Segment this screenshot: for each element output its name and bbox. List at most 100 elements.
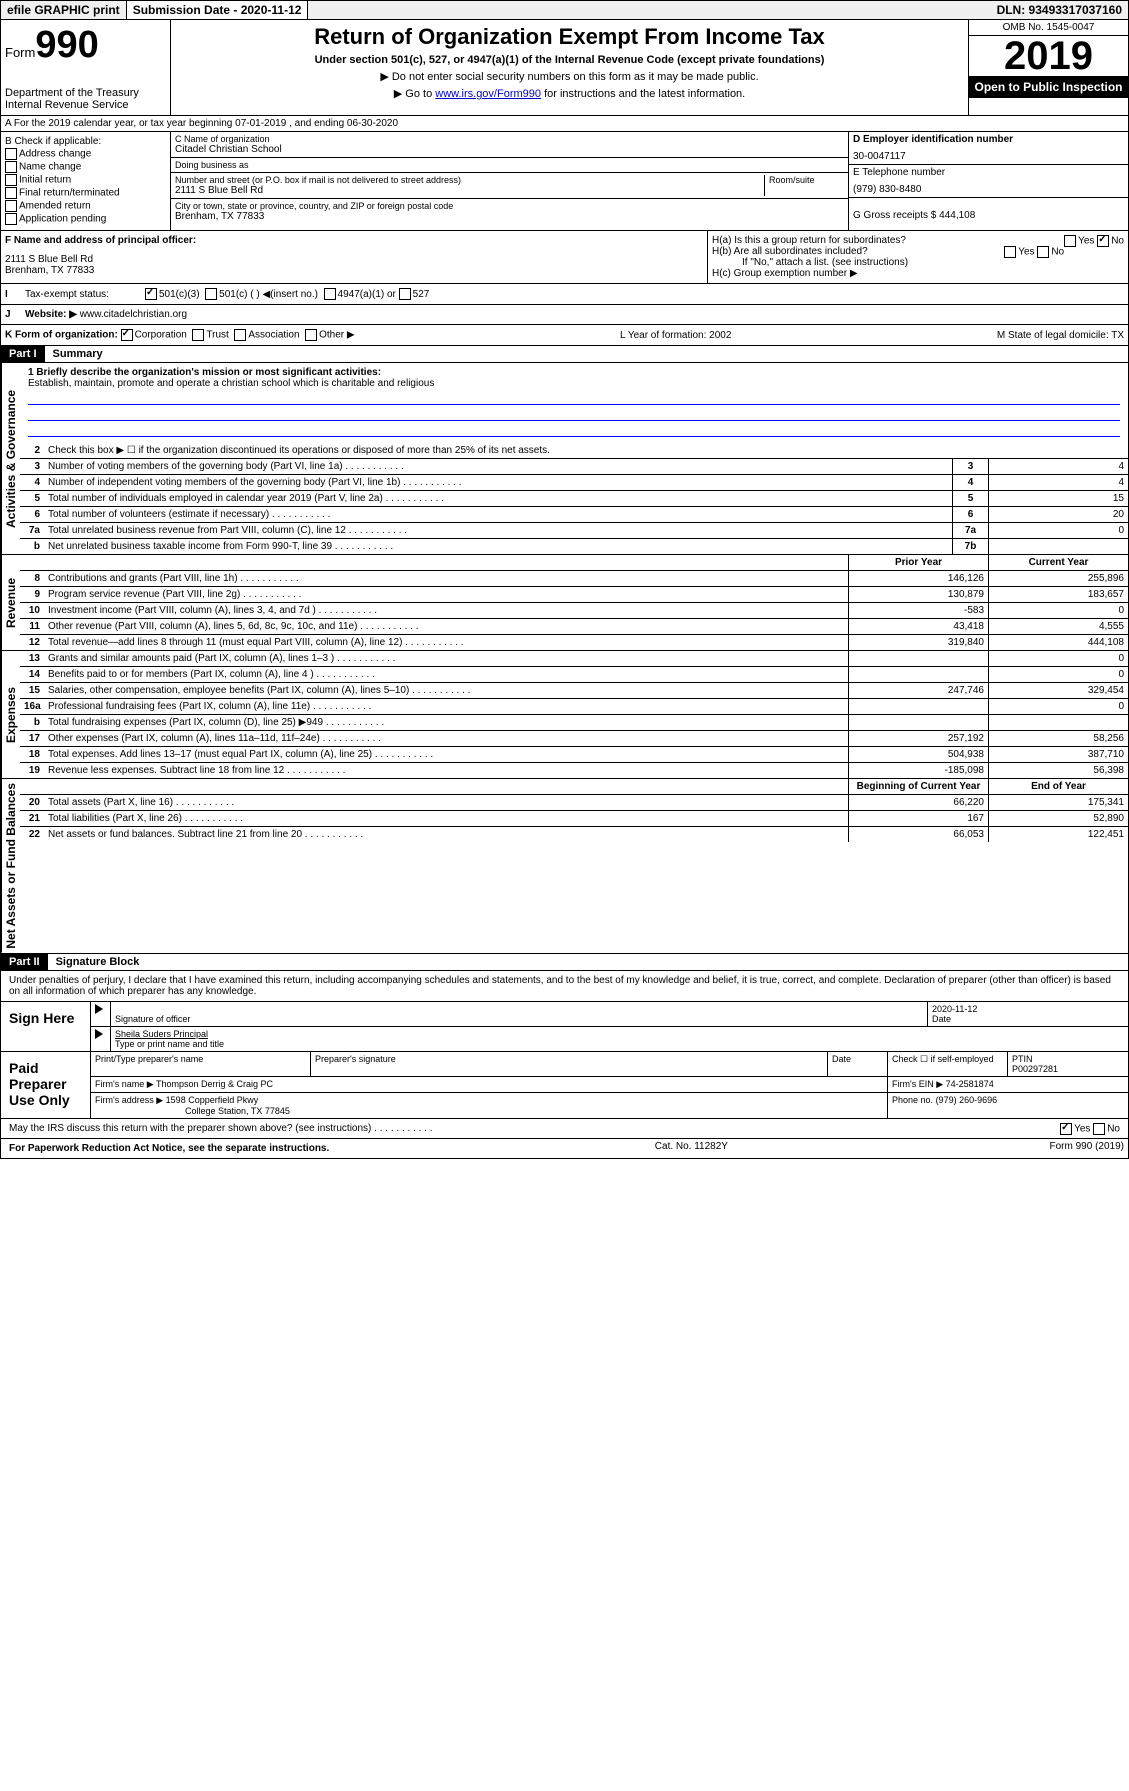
officer-label: F Name and address of principal officer:: [5, 235, 703, 246]
address-label: Number and street (or P.O. box if mail i…: [175, 175, 764, 185]
website-row: J Website: ▶ www.citadelchristian.org: [0, 305, 1129, 325]
top-bar: efile GRAPHIC print Submission Date - 20…: [0, 0, 1129, 20]
governance-body: 1 Briefly describe the organization's mi…: [20, 363, 1128, 554]
end-year-hdr: End of Year: [988, 779, 1128, 794]
room-label: Room/suite: [769, 175, 844, 185]
chk-initial-return[interactable]: Initial return: [5, 174, 166, 186]
expenses-body: 13Grants and similar amounts paid (Part …: [20, 651, 1128, 778]
tax-status-label: Tax-exempt status:: [25, 289, 145, 300]
line-2: 2Check this box ▶ ☐ if the organization …: [20, 443, 1128, 459]
cat-number: Cat. No. 11282Y: [655, 1141, 728, 1156]
summary-line: 6Total number of volunteers (estimate if…: [20, 507, 1128, 523]
vlabel-netassets: Net Assets or Fund Balances: [1, 779, 20, 953]
sig-name-row: Sheila Suders PrincipalType or print nam…: [91, 1027, 1128, 1051]
ein-label: D Employer identification number: [853, 134, 1124, 145]
chk-association[interactable]: [234, 329, 246, 341]
part1-title: Summary: [45, 346, 111, 362]
form-header: Form990 Department of the Treasury Inter…: [0, 20, 1129, 116]
chk-trust[interactable]: [192, 329, 204, 341]
chk-501c3[interactable]: [145, 288, 157, 300]
row-a-calendar-year: A For the 2019 calendar year, or tax yea…: [0, 116, 1129, 132]
tax-year: 2019: [969, 36, 1128, 76]
begin-year-hdr: Beginning of Current Year: [848, 779, 988, 794]
chk-corporation[interactable]: [121, 329, 133, 341]
form-subtitle: Under section 501(c), 527, or 4947(a)(1)…: [175, 54, 964, 66]
firm-addr-row: Firm's address ▶ 1598 Copperfield PkwyCo…: [91, 1093, 1128, 1118]
sign-here-right: Signature of officer 2020-11-12Date Shei…: [91, 1002, 1128, 1051]
ein-row: D Employer identification number 30-0047…: [849, 132, 1128, 165]
chk-name-change[interactable]: Name change: [5, 161, 166, 173]
summary-line: 16aProfessional fundraising fees (Part I…: [20, 699, 1128, 715]
org-name-label: C Name of organization: [175, 134, 844, 144]
paid-preparer-label: Paid Preparer Use Only: [1, 1052, 91, 1118]
chk-4947[interactable]: [324, 288, 336, 300]
balance-header: Beginning of Current Year End of Year: [20, 779, 1128, 795]
gross-receipts: G Gross receipts $ 444,108: [853, 210, 1124, 221]
chk-501c[interactable]: [205, 288, 217, 300]
chk-application-pending[interactable]: Application pending: [5, 213, 166, 225]
summary-line: 21Total liabilities (Part X, line 26)167…: [20, 811, 1128, 827]
k-row: K Form of organization: Corporation Trus…: [0, 325, 1129, 346]
summary-line: 3Number of voting members of the governi…: [20, 459, 1128, 475]
note-goto: ▶ Go to www.irs.gov/Form990 for instruct…: [175, 87, 964, 100]
tel-value: (979) 830-8480: [853, 184, 1124, 195]
netassets-body: Beginning of Current Year End of Year 20…: [20, 779, 1128, 953]
perjury-statement: Under penalties of perjury, I declare th…: [1, 971, 1128, 1001]
dln: DLN: 93493317037160: [991, 1, 1128, 19]
sign-here-table: Sign Here Signature of officer 2020-11-1…: [1, 1001, 1128, 1051]
website-value: www.citadelchristian.org: [80, 309, 187, 320]
netassets-section: Net Assets or Fund Balances Beginning of…: [0, 779, 1129, 954]
vlabel-revenue: Revenue: [1, 555, 20, 650]
dba-label: Doing business as: [175, 160, 844, 170]
m-state-domicile: M State of legal domicile: TX: [997, 330, 1124, 341]
summary-line: 9Program service revenue (Part VIII, lin…: [20, 587, 1128, 603]
address-value: 2111 S Blue Bell Rd: [175, 185, 764, 196]
col-d-info: D Employer identification number 30-0047…: [848, 132, 1128, 230]
chk-amended-return[interactable]: Amended return: [5, 200, 166, 212]
mission-area: 1 Briefly describe the organization's mi…: [20, 363, 1128, 443]
part2-title: Signature Block: [48, 954, 148, 970]
chk-other[interactable]: [305, 329, 317, 341]
l-year-formation: L Year of formation: 2002: [620, 330, 731, 341]
chk-discuss-yes[interactable]: [1060, 1123, 1072, 1135]
summary-line: 8Contributions and grants (Part VIII, li…: [20, 571, 1128, 587]
year-header: Prior Year Current Year: [20, 555, 1128, 571]
address-row: Number and street (or P.O. box if mail i…: [171, 173, 848, 199]
revenue-section: Revenue Prior Year Current Year 8Contrib…: [0, 555, 1129, 651]
city-row: City or town, state or province, country…: [171, 199, 848, 224]
dba-row: Doing business as: [171, 158, 848, 173]
form-title: Return of Organization Exempt From Incom…: [175, 24, 964, 50]
form-label: Form: [5, 45, 35, 60]
col-c-org-info: C Name of organization Citadel Christian…: [171, 132, 848, 230]
efile-label[interactable]: efile GRAPHIC print: [1, 1, 127, 19]
city-label: City or town, state or province, country…: [175, 201, 844, 211]
summary-line: bTotal fundraising expenses (Part IX, co…: [20, 715, 1128, 731]
prior-year-hdr: Prior Year: [848, 555, 988, 570]
org-name: Citadel Christian School: [175, 144, 844, 155]
note-ssn: ▶ Do not enter social security numbers o…: [175, 70, 964, 83]
submission-date: Submission Date - 2020-11-12: [127, 1, 309, 19]
section-bcd: B Check if applicable: Address change Na…: [0, 132, 1129, 231]
form-num: 990: [35, 24, 98, 66]
irs-link[interactable]: www.irs.gov/Form990: [435, 88, 541, 100]
department: Department of the Treasury Internal Reve…: [5, 87, 166, 111]
sign-here-label: Sign Here: [1, 1002, 91, 1051]
open-inspection: Open to Public Inspection: [969, 76, 1128, 98]
officer-info: F Name and address of principal officer:…: [1, 231, 708, 283]
tax-status-row: I Tax-exempt status: 501(c)(3) 501(c) ( …: [0, 284, 1129, 305]
arrow-icon: [95, 1029, 103, 1039]
chk-527[interactable]: [399, 288, 411, 300]
chk-discuss-no[interactable]: [1093, 1123, 1105, 1135]
vlabel-expenses: Expenses: [1, 651, 20, 778]
gross-row: G Gross receipts $ 444,108: [849, 198, 1128, 223]
chk-final-return[interactable]: Final return/terminated: [5, 187, 166, 199]
summary-line: 15Salaries, other compensation, employee…: [20, 683, 1128, 699]
preparer-name-row: Print/Type preparer's name Preparer's si…: [91, 1052, 1128, 1077]
h-a: H(a) Is this a group return for subordin…: [712, 235, 1124, 246]
h-c: H(c) Group exemption number ▶: [712, 268, 1124, 279]
part1-header: Part I: [1, 346, 45, 362]
summary-line: 14Benefits paid to or for members (Part …: [20, 667, 1128, 683]
chk-address-change[interactable]: Address change: [5, 148, 166, 160]
footer: For Paperwork Reduction Act Notice, see …: [0, 1139, 1129, 1159]
part1-header-row: Part I Summary: [0, 346, 1129, 363]
